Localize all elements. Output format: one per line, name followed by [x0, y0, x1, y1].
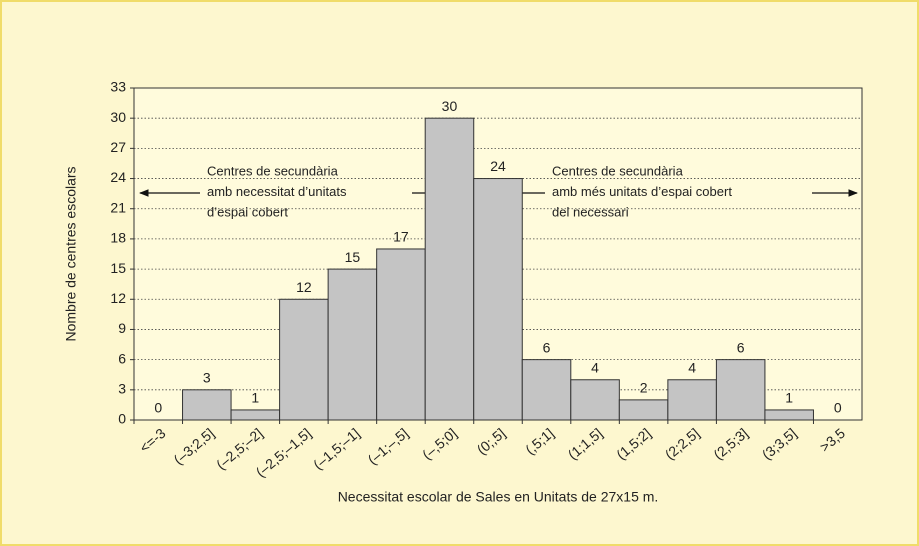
- y-tick-label: 12: [110, 290, 126, 306]
- bar: [618, 399, 669, 421]
- y-tick-label: 24: [110, 169, 126, 185]
- data-label: 6: [737, 339, 745, 355]
- bar: [279, 298, 329, 421]
- bar: [327, 268, 378, 421]
- bar: [715, 359, 766, 421]
- y-tick-label: 3: [118, 381, 126, 397]
- annotation: del necessari: [552, 204, 629, 219]
- bar: [230, 409, 281, 421]
- data-label: 30: [442, 98, 458, 114]
- bar: [473, 178, 523, 421]
- data-label: 1: [785, 390, 793, 406]
- y-tick-label: 6: [118, 350, 126, 366]
- bar: [521, 359, 572, 421]
- data-label: 12: [296, 279, 312, 295]
- bar: [764, 409, 814, 421]
- y-tick-label: 18: [110, 230, 126, 246]
- x-axis-label: Necessitat escolar de Sales en Unitats d…: [338, 489, 659, 505]
- data-label: 0: [834, 400, 842, 416]
- bar: [570, 379, 620, 421]
- annotation: amb més unitats d’espai cobert: [552, 184, 732, 199]
- bar: [667, 379, 717, 421]
- y-tick-label: 21: [110, 199, 126, 215]
- bar: [182, 389, 232, 421]
- y-tick-label: 9: [118, 320, 126, 336]
- annotation: Centres de secundària: [552, 163, 684, 178]
- annotation: d’espai cobert: [207, 204, 288, 219]
- bar: [376, 248, 426, 421]
- y-tick-label: 15: [110, 260, 126, 276]
- bar: [424, 117, 475, 421]
- data-label: 1: [251, 390, 259, 406]
- data-label: 24: [490, 158, 506, 174]
- y-tick-label: 0: [118, 411, 126, 427]
- data-label: 4: [591, 359, 599, 375]
- y-tick-label: 30: [110, 109, 126, 125]
- data-label: 3: [203, 370, 211, 386]
- data-label: 6: [543, 339, 551, 355]
- data-label: 2: [640, 380, 648, 396]
- annotation: amb necessitat d’unitats: [207, 184, 347, 199]
- y-axis-label: Nombre de centres escolars: [63, 166, 79, 341]
- annotation: Centres de secundària: [207, 163, 339, 178]
- data-label: 4: [688, 359, 696, 375]
- y-tick-label: 27: [110, 139, 126, 155]
- y-tick-label: 33: [110, 79, 126, 95]
- data-label: 17: [393, 229, 409, 245]
- data-label: 15: [345, 249, 361, 265]
- data-label: 0: [154, 400, 162, 416]
